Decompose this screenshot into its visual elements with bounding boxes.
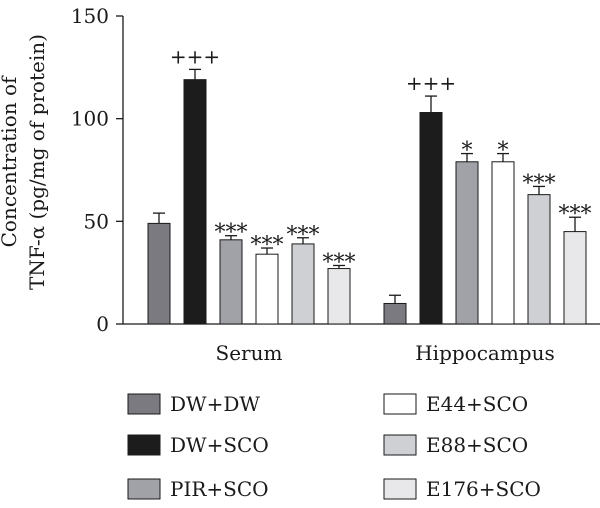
legend-label: PIR+SCO [170, 477, 269, 501]
bar [563, 231, 587, 325]
bar [327, 268, 351, 325]
y-axis-label: Concentration of [0, 75, 21, 247]
significance-mark: *** [559, 202, 592, 227]
x-category-label: Serum [216, 341, 283, 365]
bar [455, 161, 479, 325]
bar [219, 239, 243, 325]
bar [491, 161, 515, 325]
significance-mark: *** [251, 233, 284, 258]
significance-mark: *** [215, 221, 248, 246]
legend-swatch [127, 434, 161, 456]
significance-mark: *** [323, 250, 356, 275]
axes: 0 50 100 150 Concentration of TNF-α (pg/mg of… [0, 4, 600, 365]
significance-mark: +++ [170, 44, 220, 68]
legend-swatch [383, 393, 417, 415]
legend-label: E88+SCO [426, 433, 528, 457]
legend-swatch [383, 478, 417, 500]
legend-label: E44+SCO [426, 392, 528, 416]
bar [255, 253, 279, 325]
x-category-label: Hippocampus [415, 341, 555, 365]
significance-mark: * [498, 139, 509, 164]
bar [527, 194, 551, 325]
legend-label: DW+SCO [170, 433, 269, 457]
legend-label: DW+DW [170, 392, 260, 416]
legend-swatch [127, 393, 161, 415]
legend-swatch [383, 434, 417, 456]
significance-mark: * [462, 139, 473, 164]
legend-label: E176+SCO [426, 477, 541, 501]
significance-mark: +++ [406, 71, 456, 95]
bar [291, 243, 315, 325]
significance-mark: *** [287, 223, 320, 248]
y-tick-label: 0 [96, 312, 109, 336]
y-axis-label: TNF-α (pg/mg of protein) [25, 34, 49, 290]
y-tick-label: 150 [71, 4, 109, 28]
y-tick-label: 100 [71, 107, 109, 131]
y-tick-label: 50 [84, 209, 109, 233]
bar [419, 112, 443, 325]
bar [383, 302, 407, 325]
significance-mark: *** [523, 171, 556, 196]
legend-swatch [127, 478, 161, 500]
bars: +++*** *** ******+++* ******* [147, 44, 592, 325]
bar [147, 222, 171, 325]
legend: DW+DW DW+SCO PIR+SCO E44+SCO E88+SCO E176+SCO [127, 392, 541, 501]
bar [183, 79, 207, 325]
